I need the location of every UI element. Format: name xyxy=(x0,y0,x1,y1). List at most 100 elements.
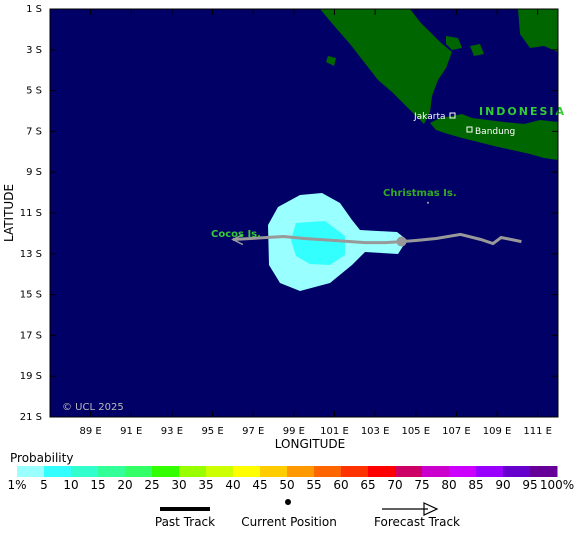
forecast-track-line xyxy=(232,234,402,245)
forecast-track-key-arrowhead xyxy=(423,502,439,516)
lat-tick-label: 17 S xyxy=(20,330,42,341)
indonesia-label: INDONESIA xyxy=(479,105,566,118)
borneo-land xyxy=(518,9,558,52)
legend-tick-label: 70 xyxy=(387,478,402,492)
sumatra-land xyxy=(320,9,452,124)
lat-tick-label: 21 S xyxy=(20,412,42,423)
legend-tick-label: 90 xyxy=(495,478,510,492)
current-position-marker xyxy=(396,236,407,247)
lat-tick-label: 13 S xyxy=(20,249,42,260)
legend-tick-label: 95 xyxy=(522,478,537,492)
lat-tick-label: 15 S xyxy=(20,290,42,301)
x-axis-title: LONGITUDE xyxy=(275,437,345,451)
past-track-key-label: Past Track xyxy=(155,515,215,529)
legend-swatch xyxy=(530,466,558,477)
lon-tick-label: 105 E xyxy=(401,426,430,437)
lon-tick-label: 103 E xyxy=(361,426,390,437)
legend-tick-label: 1% xyxy=(7,478,26,492)
legend-tick-label: 10 xyxy=(63,478,78,492)
lat-tick-label: 9 S xyxy=(26,167,42,178)
legend-swatch xyxy=(395,466,423,477)
legend-swatch xyxy=(503,466,531,477)
lon-tick-label: 107 E xyxy=(442,426,471,437)
legend-tick-label: 50 xyxy=(279,478,294,492)
lat-tick-label: 5 S xyxy=(26,86,42,97)
legend-swatch xyxy=(233,466,261,477)
christmas-island-marker xyxy=(426,201,429,204)
legend-tick-label: 65 xyxy=(360,478,375,492)
legend-tick-label: 85 xyxy=(468,478,483,492)
y-axis-title: LATITUDE xyxy=(2,184,16,242)
lon-tick-label: 93 E xyxy=(161,426,183,437)
longitude-tick-labels: 89 E 91 E 93 E 95 E 97 E 99 E 101 E 103 E 105 E 1… xyxy=(80,426,552,437)
axis-tick-marks xyxy=(50,8,558,418)
lat-tick-label: 11 S xyxy=(20,208,42,219)
forecast-track-arrowhead xyxy=(231,233,244,246)
legend-swatch xyxy=(71,466,99,477)
legend-tick-label: 5 xyxy=(40,478,48,492)
legend-swatch xyxy=(314,466,342,477)
lat-tick-label: 3 S xyxy=(26,45,42,56)
legend-tick-label: 20 xyxy=(117,478,132,492)
legend-title: Probability xyxy=(10,451,73,465)
legend-tick-label: 35 xyxy=(198,478,213,492)
legend-swatch xyxy=(179,466,207,477)
java-land xyxy=(430,114,558,160)
legend-tick-label: 55 xyxy=(306,478,321,492)
legend-swatch xyxy=(17,466,45,477)
probability-tick-labels: 1% 5 10 15 20 25 30 35 40 45 50 55 60 65 70 75 80 85 90 95 1… xyxy=(7,478,574,492)
lon-tick-label: 101 E xyxy=(320,426,349,437)
island-small-1 xyxy=(326,56,336,66)
legend-swatch xyxy=(260,466,288,477)
land-masses xyxy=(320,9,558,160)
legend-swatch xyxy=(422,466,450,477)
latitude-tick-labels: 1 S 3 S 5 S 7 S 9 S 11 S 13 S 15 S 17 S 19 S 21 S xyxy=(20,4,42,423)
bandung-label: Bandung xyxy=(475,127,515,137)
lat-tick-label: 7 S xyxy=(26,126,42,137)
legend-tick-label: 60 xyxy=(333,478,348,492)
legend-tick-label: 25 xyxy=(144,478,159,492)
current-position-key-label: Current Position xyxy=(241,515,337,529)
cocos-island-label: Cocos Is. xyxy=(211,229,261,240)
legend-swatch xyxy=(449,466,477,477)
legend-swatch xyxy=(206,466,234,477)
jakarta-label: Jakarta xyxy=(413,112,445,122)
legend-swatch xyxy=(125,466,153,477)
current-position-key-dot xyxy=(285,499,291,505)
legend-swatch xyxy=(368,466,396,477)
copyright-text: © UCL 2025 xyxy=(62,402,124,413)
legend-tick-label: 40 xyxy=(225,478,240,492)
past-track-line xyxy=(401,232,522,246)
legend-swatch xyxy=(341,466,369,477)
legend-tick-label: 45 xyxy=(252,478,267,492)
bangka-island xyxy=(446,36,462,50)
legend-tick-label: 75 xyxy=(414,478,429,492)
legend-swatch xyxy=(44,466,72,477)
legend-tick-label: 30 xyxy=(171,478,186,492)
legend-swatch xyxy=(98,466,126,477)
belitung-island xyxy=(470,44,484,56)
lon-tick-label: 99 E xyxy=(283,426,305,437)
jakarta-marker xyxy=(449,112,456,119)
legend-tick-label: 15 xyxy=(90,478,105,492)
forecast-track-key-label: Forecast Track xyxy=(374,515,460,529)
lon-tick-label: 89 E xyxy=(80,426,102,437)
legend-swatch xyxy=(476,466,504,477)
lon-tick-label: 95 E xyxy=(201,426,223,437)
christmas-island-label: Christmas Is. xyxy=(383,188,457,199)
lat-tick-label: 19 S xyxy=(20,371,42,382)
bandung-marker xyxy=(466,126,473,133)
lon-tick-label: 97 E xyxy=(242,426,264,437)
legend-swatch xyxy=(287,466,315,477)
lon-tick-label: 91 E xyxy=(120,426,142,437)
legend-tick-label: 80 xyxy=(441,478,456,492)
probability-region-10 xyxy=(291,221,345,265)
lon-tick-label: 111 E xyxy=(523,426,552,437)
probability-color-scale xyxy=(17,466,558,477)
lat-tick-label: 1 S xyxy=(26,4,42,15)
legend-tick-label: 100% xyxy=(540,478,574,492)
legend-swatch xyxy=(152,466,180,477)
lon-tick-label: 109 E xyxy=(483,426,512,437)
map-frame xyxy=(49,8,559,418)
